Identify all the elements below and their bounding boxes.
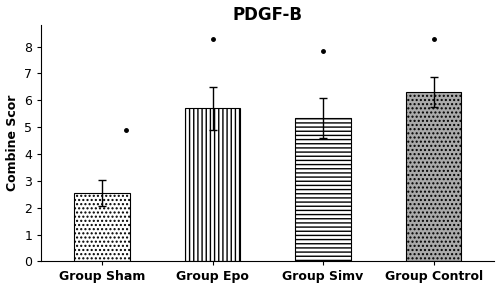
Bar [406, 92, 462, 262]
Y-axis label: Combine Scor: Combine Scor [6, 95, 18, 191]
Bar [185, 108, 240, 262]
Bar [296, 118, 350, 262]
Bar [74, 193, 130, 262]
Title: PDGF-B: PDGF-B [233, 5, 303, 24]
